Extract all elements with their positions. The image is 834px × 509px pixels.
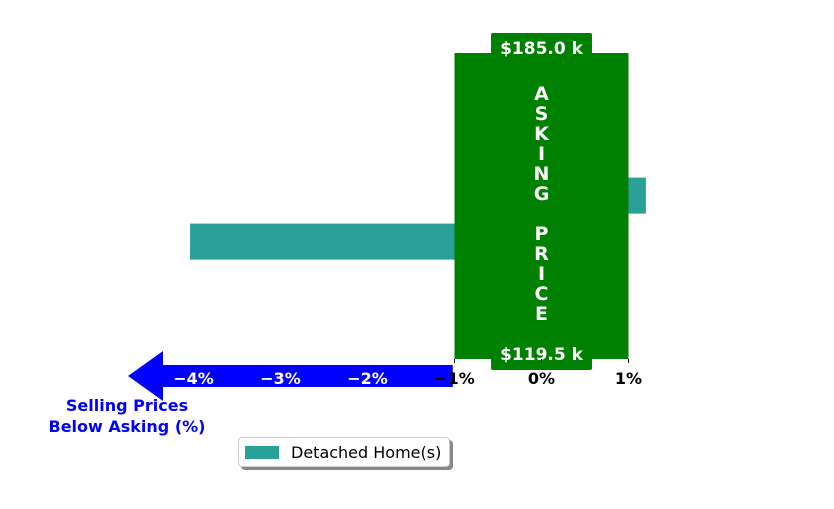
legend-swatch-detached (245, 445, 279, 459)
x-tick-label-0: −4% (173, 369, 214, 388)
x-axis-ticks: −4% −3% −2% −1% 0% 1% (173, 359, 642, 388)
x-tick-label-1: −3% (260, 369, 301, 388)
bottom-price-box (491, 340, 592, 370)
bottom-price-label: $119.5 k (500, 345, 584, 365)
x-tick-label-3: −1% (434, 369, 475, 388)
legend: Detached Home(s) (238, 437, 451, 467)
top-price-label: $185.0 k (500, 39, 584, 59)
asking-price-band (454, 53, 629, 359)
x-tick-label-2: −2% (347, 369, 388, 388)
below-asking-arrow (128, 351, 453, 401)
legend-label-detached: Detached Home(s) (291, 442, 442, 462)
x-tick-label-4: 0% (528, 369, 555, 388)
below-asking-label-line1: Selling Prices (66, 396, 188, 415)
top-price-box (491, 33, 592, 60)
below-asking-label-line2: Below Asking (%) (49, 417, 206, 436)
x-tick-label-5: 1% (615, 369, 642, 388)
